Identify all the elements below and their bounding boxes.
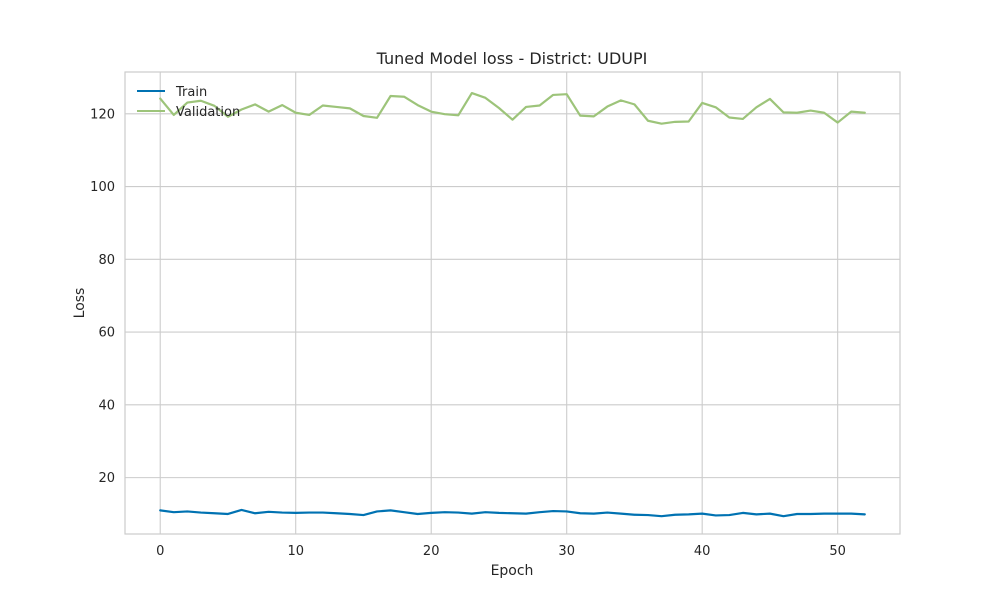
- y-tick-label: 100: [90, 180, 115, 195]
- plot-area: [125, 72, 900, 534]
- chart-title: Tuned Model loss - District: UDUPI: [376, 49, 648, 68]
- series-lines: [159, 91, 866, 518]
- y-tick-label: 40: [98, 398, 115, 413]
- legend-label-validation: Validation: [176, 105, 240, 120]
- y-axis-label: Loss: [72, 288, 88, 319]
- x-tick-label: 50: [829, 544, 846, 559]
- x-tick-label: 40: [694, 544, 711, 559]
- y-tick-label: 20: [98, 471, 115, 486]
- series-line-train: [159, 508, 866, 518]
- x-tick-label: 30: [558, 544, 575, 559]
- x-tick-label: 20: [423, 544, 440, 559]
- y-tick-label: 120: [90, 107, 115, 122]
- series-line-validation: [159, 91, 866, 125]
- y-tick-label: 80: [98, 253, 115, 268]
- x-tick-label: 10: [287, 544, 304, 559]
- legend-label-train: Train: [175, 85, 207, 100]
- x-tick-label: 0: [156, 544, 164, 559]
- tick-labels: 0 10 20 30 40 50 20 40 60 80 100 120: [90, 107, 846, 559]
- y-tick-label: 60: [98, 326, 115, 341]
- x-axis-label: Epoch: [491, 563, 534, 579]
- grid-lines: [125, 72, 900, 534]
- legend: Train Validation: [137, 85, 240, 120]
- plot-frame: [124, 71, 901, 535]
